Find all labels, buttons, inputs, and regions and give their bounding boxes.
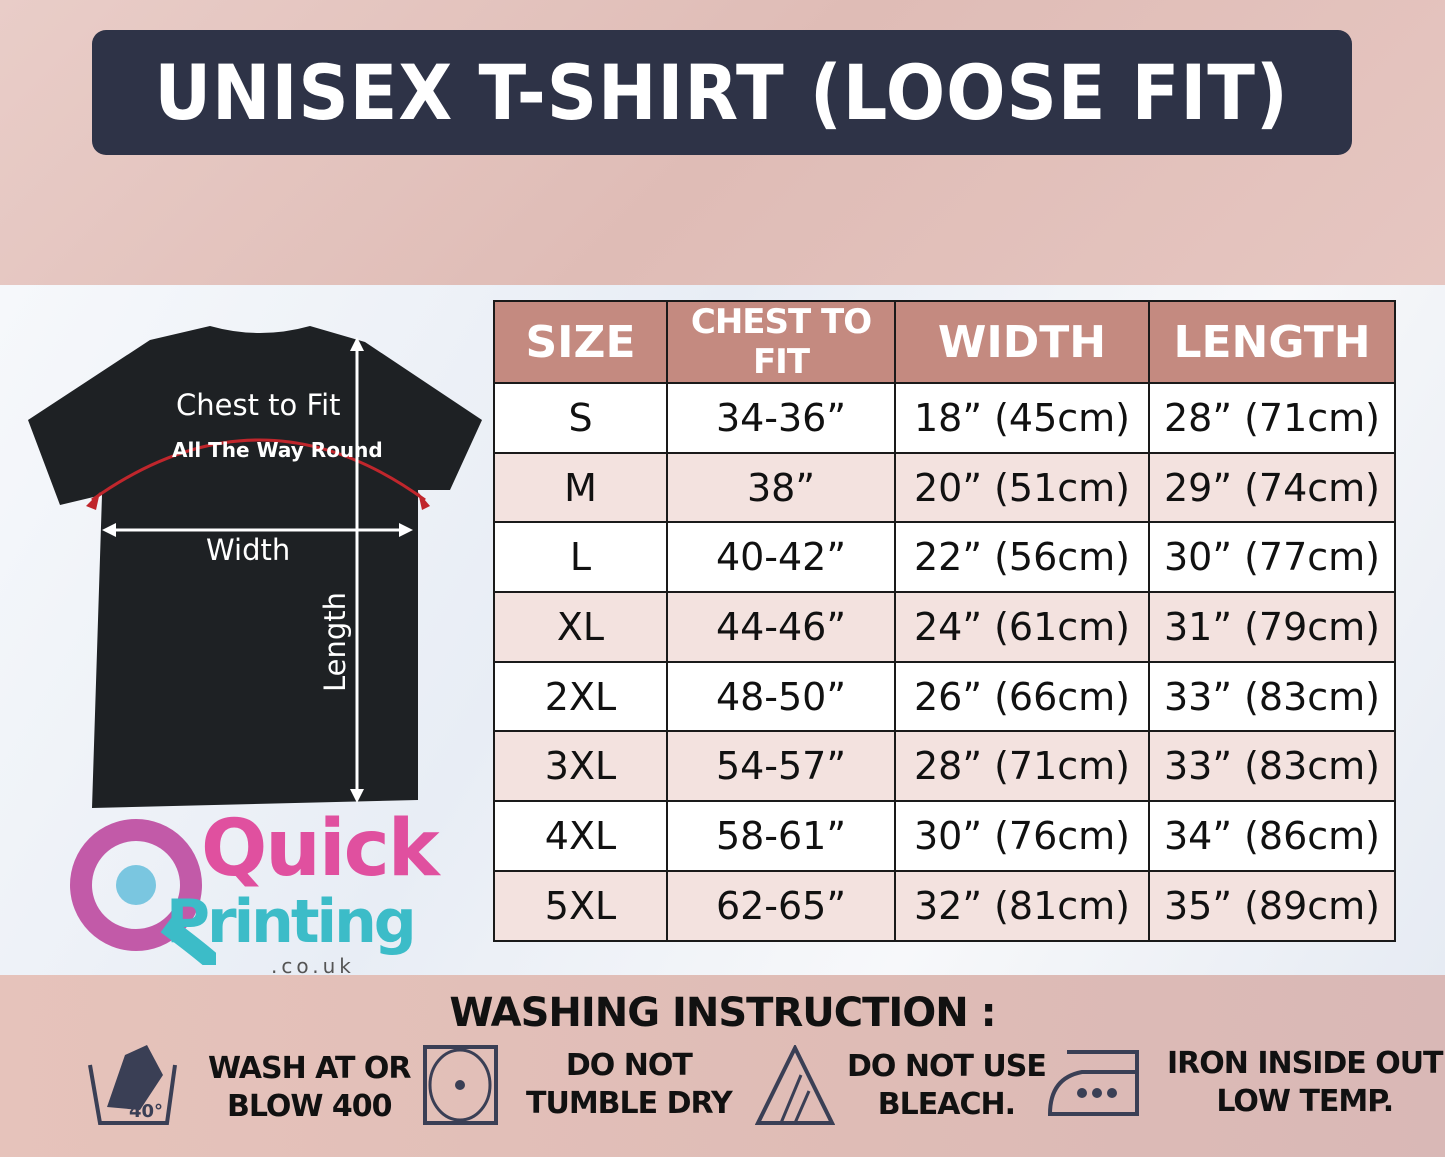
cell-size: XL: [493, 591, 668, 663]
cell-width: 30” (76cm): [894, 800, 1150, 872]
cell-length: 30” (77cm): [1148, 521, 1396, 594]
cell-chest: 62-65”: [666, 869, 896, 942]
cell-width: 26” (66cm): [894, 660, 1150, 733]
length-label: Length: [318, 591, 353, 693]
cell-chest: 54-57”: [666, 730, 896, 803]
cell-size: 4XL: [493, 800, 668, 872]
cell-chest: 34-36”: [666, 382, 896, 454]
table-row: S 34-36” 18” (45cm) 28” (71cm): [493, 382, 1396, 454]
cell-chest: 40-42”: [666, 521, 896, 594]
cell-chest: 58-61”: [666, 800, 896, 872]
cell-chest: 48-50”: [666, 660, 896, 733]
table-row: L 40-42” 22” (56cm) 30” (77cm): [493, 521, 1396, 594]
washing-title: WASHING INSTRUCTION :: [449, 990, 996, 1036]
page-title: UNISEX T-SHIRT (LOOSE FIT): [154, 48, 1290, 137]
chest-label: Chest to Fit: [176, 388, 341, 422]
cell-size: 2XL: [493, 660, 668, 733]
wash-text-line1: IRON INSIDE OUT: [1167, 1046, 1444, 1081]
table-row: M 38” 20” (51cm) 29” (74cm): [493, 451, 1396, 524]
cell-width: 24” (61cm): [894, 591, 1150, 663]
cell-size: L: [493, 521, 668, 594]
cell-width: 32” (81cm): [894, 869, 1150, 942]
cell-length: 33” (83cm): [1148, 660, 1396, 733]
wash-text-line1: DO NOT USE: [847, 1049, 1047, 1084]
cell-size: S: [493, 382, 668, 454]
tshirt-diagram: [28, 326, 482, 808]
header-length: LENGTH: [1148, 300, 1396, 384]
cell-length: 35” (89cm): [1148, 869, 1396, 942]
logo-text-quick: Quick: [201, 804, 440, 894]
wash-item-iron: IRON INSIDE OUT LOW TEMP.: [1047, 1045, 1444, 1121]
wash-text-line2: LOW TEMP.: [1216, 1084, 1394, 1119]
wash-text-line2: BLEACH.: [877, 1087, 1016, 1122]
cell-size: 3XL: [493, 730, 668, 803]
wash-text-line1: DO NOT: [565, 1048, 693, 1083]
cell-length: 28” (71cm): [1148, 382, 1396, 454]
wash-text-line1: WASH AT OR: [208, 1050, 412, 1086]
wash-item-tumble: DO NOT TUMBLE DRY: [423, 1045, 733, 1125]
cell-width: 28” (71cm): [894, 730, 1150, 803]
chest-arrow: [91, 438, 426, 502]
cell-length: 29” (74cm): [1148, 451, 1396, 524]
chest-sublabel: All The Way Round: [172, 438, 383, 462]
wash-item-bleach: DO NOT USE BLEACH.: [755, 1045, 1047, 1127]
cell-width: 20” (51cm): [894, 451, 1150, 524]
width-label: Width: [206, 533, 291, 567]
table-row: 5XL 62-65” 32” (81cm) 35” (89cm): [493, 869, 1396, 942]
quick-printing-logo: Quick Printing .co.uk: [66, 809, 466, 978]
cell-width: 18” (45cm): [894, 382, 1150, 454]
cell-width: 22” (56cm): [894, 521, 1150, 594]
cell-size: M: [493, 451, 668, 524]
cell-length: 31” (79cm): [1148, 591, 1396, 663]
wash-text-line2: TUMBLE DRY: [526, 1086, 733, 1121]
hand-wash-40-icon: 40°: [88, 1045, 177, 1125]
cell-length: 33” (83cm): [1148, 730, 1396, 803]
cell-chest: 38”: [666, 451, 896, 524]
table-row: 2XL 48-50” 26” (66cm) 33” (83cm): [493, 660, 1396, 733]
table-row: 3XL 54-57” 28” (71cm) 33” (83cm): [493, 730, 1396, 803]
table-row: 4XL 58-61” 30” (76cm) 34” (86cm): [493, 800, 1396, 872]
header-width: WIDTH: [894, 300, 1150, 384]
title-banner: UNISEX T-SHIRT (LOOSE FIT): [92, 30, 1352, 155]
wash-item-handwash: 40° WASH AT OR BLOW 400: [85, 1045, 412, 1130]
bottom-band: [0, 975, 1445, 1157]
cell-length: 34” (86cm): [1148, 800, 1396, 872]
logo-q-icon: [70, 819, 216, 965]
no-bleach-icon: [755, 1045, 835, 1125]
table-row: XL 44-46” 24” (61cm) 31” (79cm): [493, 591, 1396, 663]
logo-text-domain: .co.uk: [271, 954, 355, 978]
size-table: SIZE CHEST TO FIT WIDTH LENGTH S 34-36” 18…: [493, 300, 1396, 942]
iron-low-icon: [1047, 1050, 1139, 1116]
header-chest: CHEST TO FIT: [666, 300, 896, 384]
logo-text-printing: Printing: [166, 887, 417, 957]
cell-size: 5XL: [493, 869, 668, 942]
no-tumble-dry-icon: [423, 1045, 498, 1125]
header-size: SIZE: [493, 300, 668, 384]
cell-chest: 44-46”: [666, 591, 896, 663]
svg-text:40°: 40°: [129, 1101, 163, 1122]
wash-text-line2: BLOW 400: [226, 1088, 393, 1124]
tshirt-shape: [28, 326, 482, 808]
